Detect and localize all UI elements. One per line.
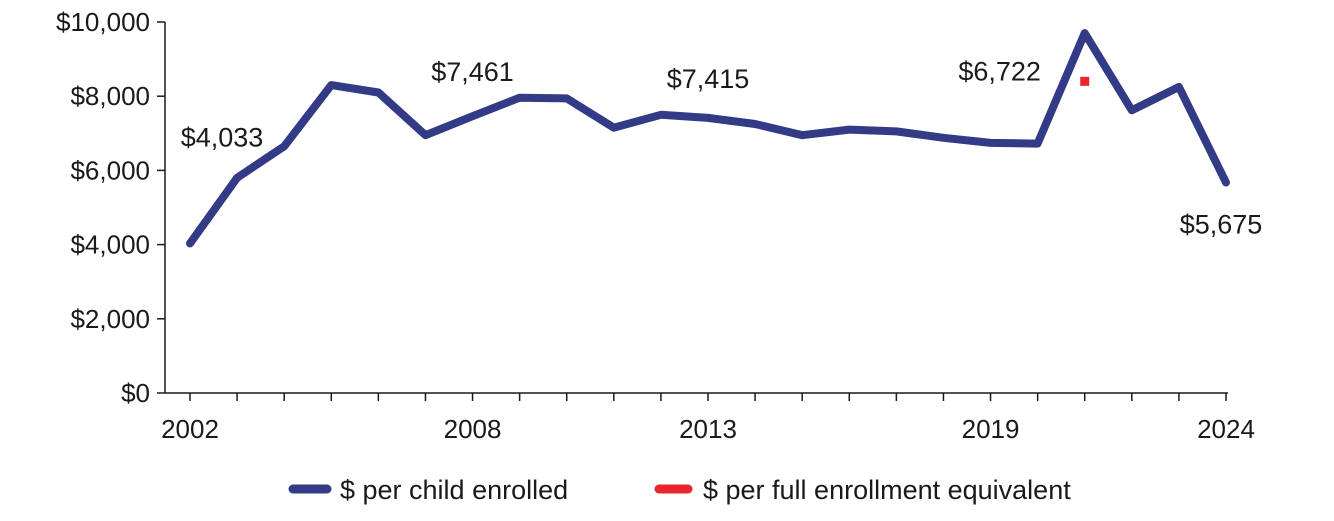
- data-label: $4,033: [181, 122, 264, 152]
- series-line-per-child-enrolled: [186, 29, 1230, 248]
- y-axis-ticks: $0 $2,000 $4,000 $6,000 $8,000 $10,000: [56, 7, 165, 408]
- legend-label-per-child: $ per child enrolled: [340, 475, 568, 505]
- x-tick-label: 2008: [444, 414, 502, 444]
- data-label: $5,675: [1180, 209, 1263, 239]
- data-label: $7,461: [431, 57, 514, 87]
- point-per-full-enrollment-equivalent: [1080, 76, 1090, 86]
- data-label: $7,415: [667, 64, 750, 94]
- y-tick-label: $8,000: [70, 81, 150, 111]
- data-label: $6,722: [958, 57, 1041, 87]
- x-tick-label: 2024: [1197, 414, 1255, 444]
- x-tick-label: 2002: [161, 414, 219, 444]
- x-tick-label: 2019: [962, 414, 1020, 444]
- x-axis-ticks: 2002 2008 2013 2019 2024: [161, 393, 1255, 444]
- x-tick-label: 2013: [679, 414, 737, 444]
- y-tick-label: $6,000: [70, 155, 150, 185]
- legend-label-per-fee: $ per full enrollment equivalent: [703, 475, 1071, 505]
- legend: $ per child enrolled $ per full enrollme…: [288, 475, 1071, 505]
- y-tick-label: $10,000: [56, 7, 150, 37]
- axes: [164, 22, 1228, 394]
- y-tick-label: $4,000: [70, 230, 150, 260]
- data-labels: $4,033 $7,461 $7,415 $6,722 $5,675: [181, 57, 1263, 240]
- y-tick-label: $2,000: [70, 304, 150, 334]
- y-tick-label: $0: [121, 378, 150, 408]
- series-layer: [186, 29, 1230, 248]
